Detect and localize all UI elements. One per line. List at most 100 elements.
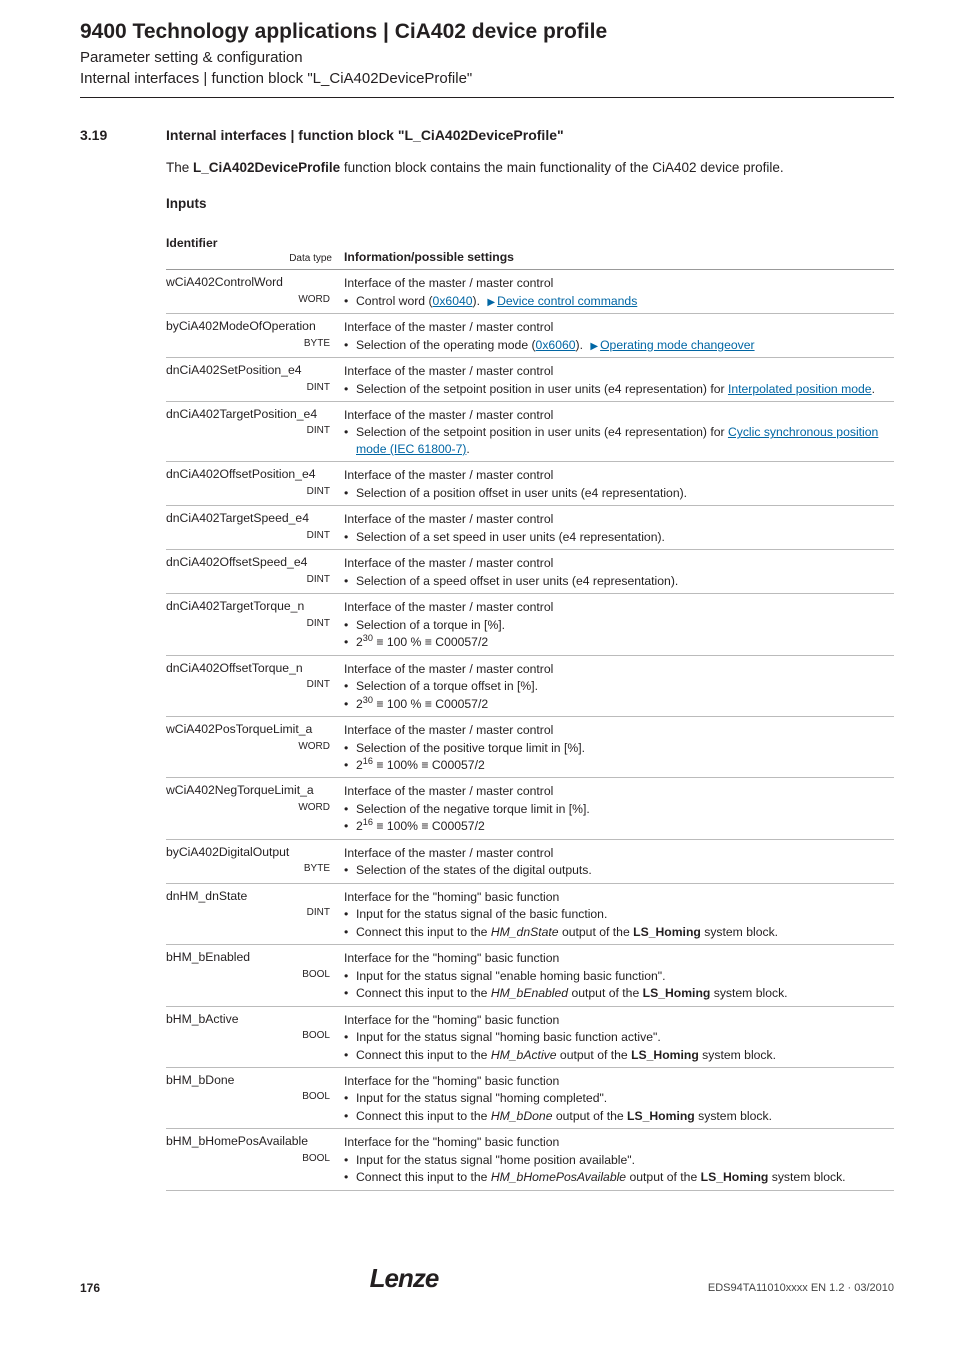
info-cell: Interface of the master / master control… [344, 402, 894, 462]
identifier-name: wCiA402NegTorqueLimit_a [166, 782, 336, 798]
info-cell: Interface for the "homing" basic functio… [344, 883, 894, 944]
inputs-heading: Inputs [166, 195, 894, 213]
info-cell: Interface of the master / master control… [344, 717, 894, 778]
info-list: Interface of the master / master control… [344, 599, 888, 650]
info-item: Selection of the setpoint position in us… [344, 424, 888, 457]
table-row: wCiA402NegTorqueLimit_a WORD Interface of … [166, 778, 894, 839]
info-lead: Interface of the master / master control [344, 407, 888, 423]
info-cell: Interface of the master / master control… [344, 550, 894, 594]
info-cell: Interface of the master / master control… [344, 839, 894, 883]
info-item: Selection of the setpoint position in us… [344, 381, 888, 397]
table-row: bHM_bDoneBOOLInterface for the "homing" … [166, 1068, 894, 1129]
table-row: dnCiA402OffsetPosition_e4 DINT Interface o… [166, 462, 894, 506]
identifier-datatype: DINT [166, 617, 336, 631]
page-number: 176 [80, 1280, 100, 1296]
page-footer: 176 Lenze EDS94TA11010xxxx EN 1.2 · 03/2… [80, 1261, 894, 1296]
identifier-datatype: BOOL [166, 1152, 336, 1166]
info-list: Interface for the "homing" basic functio… [344, 1073, 888, 1124]
info-lead: Interface of the master / master control [344, 511, 888, 527]
th-info: Information/possible settings [344, 231, 894, 269]
identifier-datatype: DINT [166, 906, 336, 920]
info-list: Interface of the master / master control… [344, 407, 888, 457]
info-lead: Interface of the master / master control [344, 555, 888, 571]
identifier-name: dnCiA402SetPosition_e4 [166, 362, 336, 378]
identifier-cell: wCiA402NegTorqueLimit_a WORD [166, 778, 344, 839]
info-cell: Interface of the master / master control… [344, 358, 894, 402]
table-row: bHM_bEnabledBOOLInterface for the "homin… [166, 945, 894, 1006]
identifier-cell: dnCiA402OffsetTorque_n DINT [166, 655, 344, 716]
identifier-datatype: DINT [166, 424, 336, 438]
info-item: Selection of a speed offset in user unit… [344, 573, 888, 589]
identifier-datatype: DINT [166, 485, 336, 499]
intro-fb: L_CiA402DeviceProfile [193, 160, 340, 175]
identifier-name: dnCiA402OffsetPosition_e4 [166, 466, 336, 482]
th-identifier: Identifier Data type [166, 231, 344, 269]
identifier-name: byCiA402ModeOfOperation [166, 318, 336, 334]
info-cell: Interface of the master / master control… [344, 506, 894, 550]
info-list: Interface of the master / master control… [344, 661, 888, 712]
table-row: dnCiA402OffsetTorque_n DINT Interface of t… [166, 655, 894, 716]
info-lead: Interface of the master / master control [344, 467, 888, 483]
info-list: Interface of the master / master control… [344, 511, 888, 545]
identifier-datatype: DINT [166, 381, 336, 395]
identifier-datatype: DINT [166, 529, 336, 543]
info-list: Interface for the "homing" basic functio… [344, 950, 888, 1001]
identifier-cell: bHM_bHomePosAvailableBOOL [166, 1129, 344, 1190]
table-row: dnCiA402TargetTorque_nDINTInterface of t… [166, 594, 894, 655]
identifier-name: byCiA402DigitalOutput [166, 844, 336, 860]
identifier-name: bHM_bActive [166, 1011, 336, 1027]
identifier-cell: dnCiA402TargetSpeed_e4DINT [166, 506, 344, 550]
info-lead: Interface for the "homing" basic functio… [344, 1134, 888, 1150]
info-cell: Interface of the master / master control… [344, 655, 894, 716]
info-item: Selection of a torque offset in [%]. [344, 678, 888, 694]
info-lead: Interface for the "homing" basic functio… [344, 950, 888, 966]
info-lead: Interface of the master / master control [344, 783, 888, 799]
info-list: Interface of the master / master control… [344, 319, 888, 353]
info-item: Selection of the operating mode (0x6060)… [344, 337, 888, 354]
info-item: Input for the status signal "homing basi… [344, 1029, 888, 1045]
table-row: dnCiA402TargetPosition_e4 DINT Interface o… [166, 402, 894, 462]
identifier-datatype: DINT [166, 678, 336, 692]
info-item: Control word (0x6040). ▶Device control c… [344, 293, 888, 310]
identifier-datatype: WORD [166, 801, 336, 815]
info-list: Interface of the master / master control… [344, 467, 888, 501]
info-item: Input for the status signal of the basic… [344, 906, 888, 922]
page-title: 9400 Technology applications | CiA402 de… [80, 18, 894, 46]
identifier-name: wCiA402PosTorqueLimit_a [166, 721, 336, 737]
info-cell: Interface of the master / master control… [344, 314, 894, 358]
th-identifier-label: Identifier [166, 236, 217, 250]
identifier-datatype: WORD [166, 740, 336, 754]
info-lead: Interface for the "homing" basic functio… [344, 889, 888, 905]
identifier-cell: dnCiA402TargetTorque_nDINT [166, 594, 344, 655]
section-heading: 3.19 Internal interfaces | function bloc… [80, 126, 894, 145]
info-cell: Interface for the "homing" basic functio… [344, 945, 894, 1006]
page-subtitle-2: Internal interfaces | function block "L_… [80, 69, 894, 89]
info-lead: Interface of the master / master control [344, 599, 888, 615]
identifier-cell: bHM_bEnabledBOOL [166, 945, 344, 1006]
table-row: dnCiA402TargetSpeed_e4DINTInterface of t… [166, 506, 894, 550]
identifier-name: dnCiA402TargetPosition_e4 [166, 406, 336, 422]
info-list: Interface for the "homing" basic functio… [344, 889, 888, 940]
info-cell: Interface for the "homing" basic functio… [344, 1068, 894, 1129]
identifier-name: bHM_bEnabled [166, 949, 336, 965]
identifier-cell: dnCiA402TargetPosition_e4 DINT [166, 402, 344, 462]
info-list: Interface for the "homing" basic functio… [344, 1134, 888, 1185]
info-lead: Interface of the master / master control [344, 722, 888, 738]
identifier-name: bHM_bDone [166, 1072, 336, 1088]
doc-id: EDS94TA11010xxxx EN 1.2 · 03/2010 [708, 1281, 894, 1296]
info-lead: Interface of the master / master control [344, 363, 888, 379]
info-item: Selection of a position offset in user u… [344, 485, 888, 501]
identifier-name: dnCiA402OffsetTorque_n [166, 660, 336, 676]
info-list: Interface of the master / master control… [344, 275, 888, 309]
identifier-name: wCiA402ControlWord [166, 274, 336, 290]
table-row: dnCiA402SetPosition_e4 DINT Interface of t… [166, 358, 894, 402]
identifier-cell: bHM_bDoneBOOL [166, 1068, 344, 1129]
table-row: dnHM_dnStateDINTInterface for the "homin… [166, 883, 894, 944]
brand-logo: Lenze [370, 1261, 439, 1296]
section-number: 3.19 [80, 126, 166, 145]
info-lead: Interface of the master / master control [344, 845, 888, 861]
info-item: Selection of the states of the digital o… [344, 862, 888, 878]
identifier-datatype: BYTE [166, 337, 336, 351]
table-row: wCiA402PosTorqueLimit_a WORD Interface of … [166, 717, 894, 778]
info-cell: Interface of the master / master control… [344, 462, 894, 506]
